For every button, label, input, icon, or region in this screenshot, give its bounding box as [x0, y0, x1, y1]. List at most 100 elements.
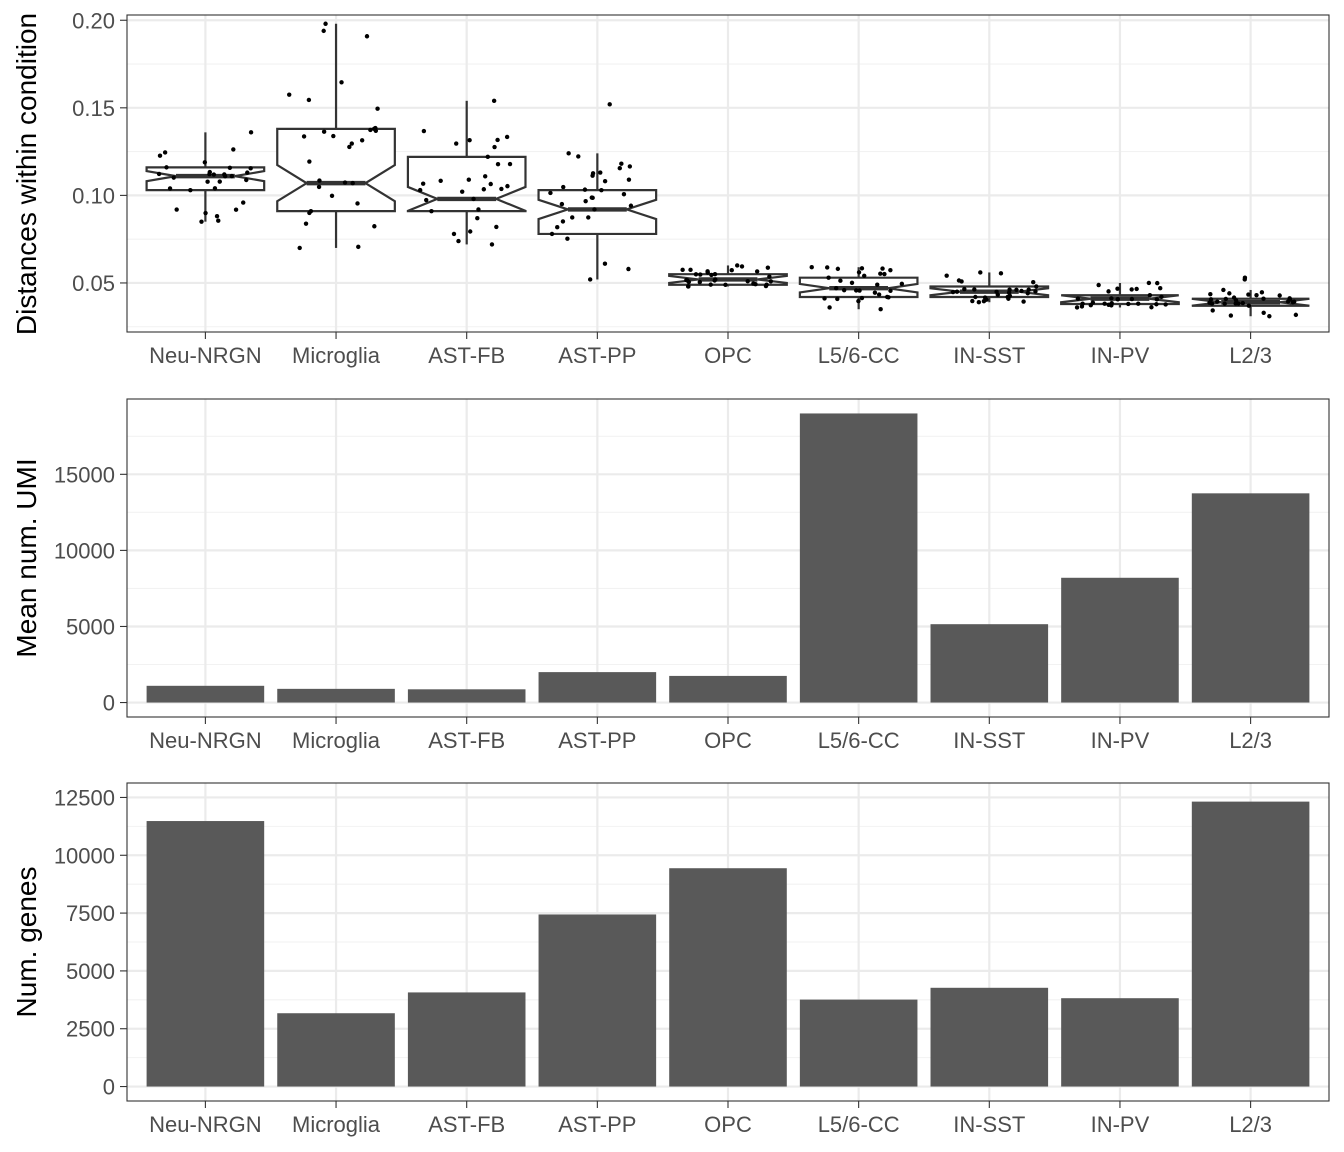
jitter-point: [709, 272, 714, 278]
umi-bar-x-tick-label-microglia: Microglia: [292, 728, 381, 753]
jitter-point: [998, 271, 1004, 276]
jitter-point: [174, 207, 179, 212]
jitter-point: [1019, 288, 1024, 294]
jitter-point: [838, 278, 843, 283]
jitter-point: [491, 98, 497, 104]
jitter-point: [456, 238, 461, 244]
jitter-point: [978, 270, 983, 275]
jitter-point: [1109, 296, 1114, 301]
jitter-point: [628, 203, 634, 208]
jitter-point: [598, 170, 603, 175]
jitter-point: [981, 299, 987, 304]
umi-bar-x-tick-label-opc: OPC: [704, 728, 752, 753]
jitter-point: [1026, 287, 1031, 292]
jitter-point: [1115, 286, 1120, 291]
jitter-point: [590, 195, 595, 201]
jitter-point: [1261, 310, 1266, 315]
jitter-point: [888, 267, 893, 273]
genes-bar-bar-ast-fb: [407, 992, 526, 1087]
jitter-point: [1223, 296, 1229, 302]
box-body: [276, 127, 396, 213]
genes-bar-y-tick-label: 7500: [66, 901, 115, 926]
genes-bar-x-tick-label-ast-pp: AST-PP: [558, 1112, 636, 1137]
jitter-point: [565, 236, 570, 241]
jitter-point: [171, 175, 176, 180]
jitter-point: [494, 224, 499, 230]
jitter-point: [429, 208, 434, 214]
umi-bar-y-axis-title: Mean num. UMI: [11, 458, 42, 657]
jitter-point: [248, 130, 254, 135]
jitter-point: [1259, 290, 1265, 295]
jitter-point: [954, 289, 960, 294]
box-plot-x-tick-label-ast-pp: AST-PP: [558, 343, 636, 368]
jitter-point: [680, 267, 685, 273]
jitter-point: [617, 166, 622, 171]
genes-bar-bar-opc: [669, 868, 787, 1087]
jitter-point: [297, 245, 302, 251]
jitter-point: [950, 289, 956, 295]
jitter-point: [323, 21, 328, 26]
jitter-point: [1031, 279, 1036, 285]
box-body: [145, 166, 266, 192]
jitter-point: [827, 305, 832, 310]
umi-bar-y-tick-label: 5000: [66, 614, 115, 639]
jitter-point: [1293, 312, 1299, 318]
jitter-point: [723, 282, 728, 288]
jitter-point: [1129, 296, 1135, 302]
umi-bar-x-tick-label-l5-6-cc: L5/6-CC: [818, 728, 900, 753]
jitter-point: [627, 164, 633, 169]
jitter-point: [488, 181, 493, 187]
jitter-point: [995, 292, 1000, 297]
jitter-point: [1291, 299, 1297, 304]
jitter-point: [973, 294, 978, 300]
jitter-point: [602, 178, 608, 184]
jitter-point: [468, 229, 473, 234]
jitter-point: [560, 219, 566, 224]
jitter-point: [306, 97, 312, 103]
jitter-point: [1106, 289, 1111, 294]
jitter-point: [248, 166, 253, 171]
jitter-point: [207, 171, 212, 177]
outlier-point-l2-3: [1242, 275, 1248, 280]
jitter-point: [754, 269, 760, 274]
jitter-point: [705, 269, 710, 274]
jitter-point: [822, 296, 827, 301]
jitter-point: [745, 279, 750, 284]
umi-bar-bar-neu-nrgn: [146, 685, 265, 703]
jitter-point: [349, 141, 354, 146]
jitter-point: [339, 80, 344, 85]
jitter-point: [241, 200, 246, 205]
jitter-point: [364, 34, 370, 39]
box-plot-y-axis-title: Distances within condition: [11, 13, 42, 335]
jitter-point: [359, 138, 365, 143]
jitter-point: [164, 165, 169, 170]
box-plot-y-tick-label: 0.20: [72, 8, 115, 33]
jitter-point: [485, 154, 490, 160]
jitter-point: [621, 192, 627, 197]
jitter-point: [548, 190, 553, 196]
jitter-point: [245, 170, 250, 175]
jitter-point: [857, 288, 862, 293]
jitter-point: [976, 300, 982, 305]
jitter-point: [882, 271, 887, 277]
jitter-point: [570, 215, 575, 220]
jitter-point: [767, 274, 772, 279]
jitter-point: [751, 281, 756, 286]
jitter-point: [859, 295, 865, 301]
genes-bar-bar-ast-pp: [538, 914, 657, 1087]
jitter-point: [856, 270, 862, 275]
jitter-point: [156, 171, 162, 177]
genes-bar-bar-l5-6-cc: [799, 999, 918, 1087]
genes-bar-x-tick-label-in-pv: IN-PV: [1091, 1112, 1150, 1137]
box-plot-y-tick-label: 0.15: [72, 96, 115, 121]
jitter-point: [729, 268, 734, 273]
jitter-point: [1126, 301, 1131, 307]
jitter-point: [576, 154, 581, 159]
box-l5-6-cc: [798, 264, 919, 312]
jitter-point: [1227, 291, 1232, 296]
jitter-point: [350, 180, 355, 186]
jitter-point: [372, 224, 377, 229]
jitter-point: [342, 180, 348, 185]
box-plot-x-tick-label-neu-nrgn: Neu-NRGN: [149, 343, 261, 368]
jitter-point: [599, 187, 604, 193]
